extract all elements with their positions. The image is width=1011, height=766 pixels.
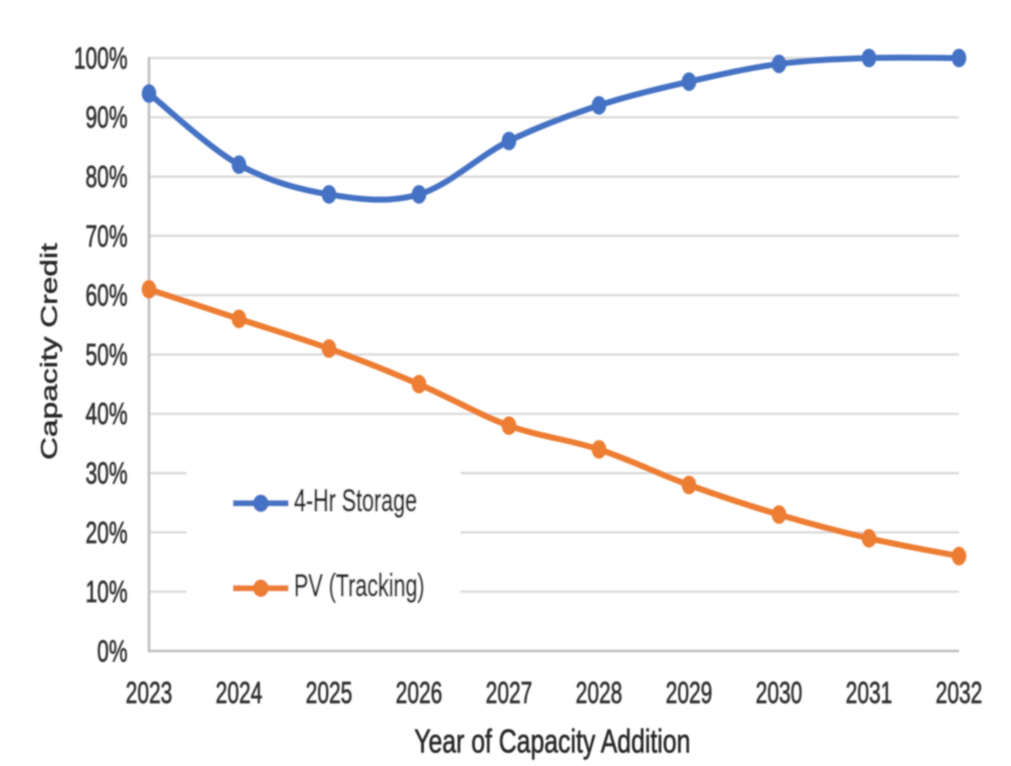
svg-text:2026: 2026 <box>396 675 443 710</box>
svg-text:2030: 2030 <box>756 675 803 710</box>
svg-text:10%: 10% <box>85 574 127 609</box>
svg-text:2025: 2025 <box>306 675 353 710</box>
svg-text:2031: 2031 <box>846 675 893 710</box>
svg-text:2029: 2029 <box>666 675 713 710</box>
svg-text:60%: 60% <box>85 278 127 313</box>
svg-text:90%: 90% <box>85 100 127 135</box>
svg-text:Year of Capacity Addition: Year of Capacity Addition <box>414 723 690 761</box>
svg-text:2027: 2027 <box>486 675 533 710</box>
svg-text:40%: 40% <box>85 396 127 431</box>
svg-text:20%: 20% <box>85 515 127 550</box>
svg-text:70%: 70% <box>85 218 127 253</box>
svg-text:2028: 2028 <box>576 675 623 710</box>
svg-text:2032: 2032 <box>936 675 983 710</box>
svg-text:30%: 30% <box>85 456 127 491</box>
svg-text:80%: 80% <box>85 159 127 194</box>
svg-text:0%: 0% <box>97 633 127 668</box>
svg-text:50%: 50% <box>85 337 127 372</box>
svg-text:PV (Tracking): PV (Tracking) <box>294 568 425 603</box>
svg-text:Capacity Credit: Capacity Credit <box>36 243 62 460</box>
svg-text:100%: 100% <box>74 40 128 75</box>
svg-text:2024: 2024 <box>216 675 263 710</box>
svg-text:2023: 2023 <box>126 675 173 710</box>
svg-text:4-Hr Storage: 4-Hr Storage <box>294 483 417 518</box>
